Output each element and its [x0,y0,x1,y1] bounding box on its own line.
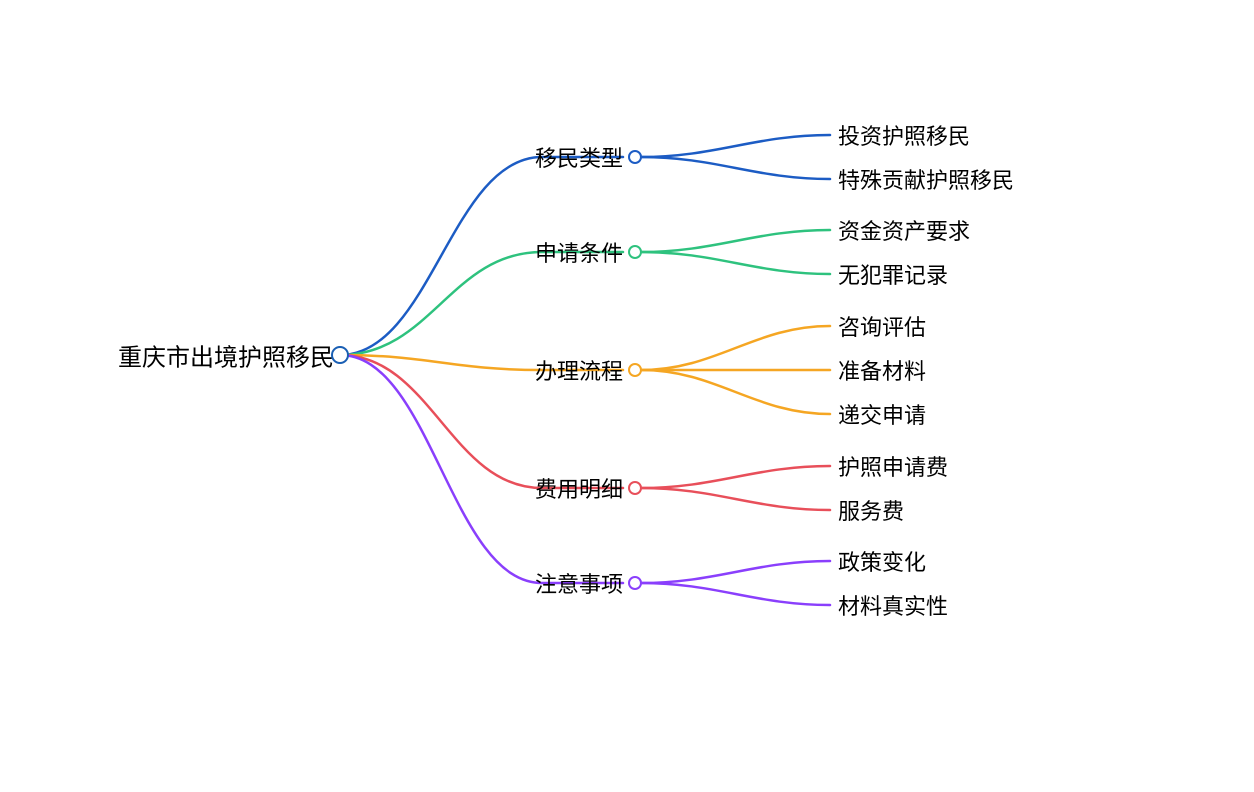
root-node: 重庆市出境护照移民 [118,338,334,373]
branch-label: 申请条件 [535,236,623,268]
branch-dot [628,150,642,164]
branch-label: 费用明细 [535,472,623,504]
branch-dot [628,576,642,590]
leaf-label: 准备材料 [838,354,926,386]
leaf-label: 咨询评估 [838,310,926,342]
mindmap-edges [0,0,1254,792]
leaf-label: 无犯罪记录 [838,258,948,290]
branch-label: 办理流程 [535,354,623,386]
leaf-label: 护照申请费 [838,450,948,482]
root-dot [331,346,349,364]
branch-label: 注意事项 [535,567,623,599]
leaf-label: 投资护照移民 [838,119,970,151]
branch-label: 移民类型 [535,141,623,173]
leaf-label: 资金资产要求 [838,214,970,246]
branch-dot [628,481,642,495]
leaf-label: 特殊贡献护照移民 [838,163,1014,195]
leaf-label: 政策变化 [838,545,926,577]
leaf-label: 材料真实性 [838,589,948,621]
leaf-label: 服务费 [838,494,904,526]
branch-dot [628,245,642,259]
leaf-label: 递交申请 [838,398,926,430]
branch-dot [628,363,642,377]
